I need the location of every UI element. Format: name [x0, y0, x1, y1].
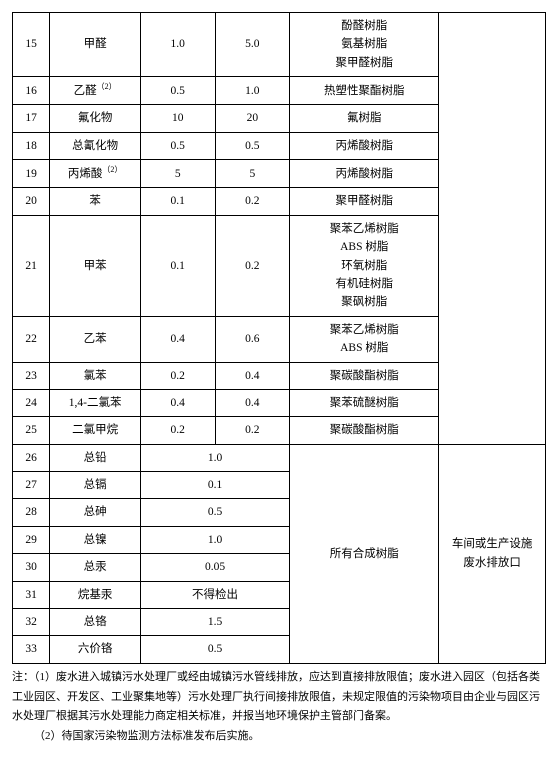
limit-indirect: 0.6	[215, 316, 290, 362]
product-cell: 丙烯酸树脂	[290, 132, 439, 159]
row-number: 25	[13, 417, 50, 444]
pollutant-name: 总镉	[50, 472, 141, 499]
row-number: 20	[13, 188, 50, 215]
pollutant-name: 苯	[50, 188, 141, 215]
row-number: 16	[13, 77, 50, 105]
row-number: 24	[13, 389, 50, 416]
pollutant-name: 烷基汞	[50, 581, 141, 608]
limit-direct: 10	[140, 105, 215, 132]
pollutant-name: 氟化物	[50, 105, 141, 132]
limit-direct: 0.5	[140, 132, 215, 159]
product-cell: 聚苯乙烯树脂ABS 树脂环氧树脂有机硅树脂聚砜树脂	[290, 215, 439, 316]
limit-direct: 0.5	[140, 77, 215, 105]
pollutant-name: 甲苯	[50, 215, 141, 316]
limit-indirect: 0.4	[215, 362, 290, 389]
row-number: 31	[13, 581, 50, 608]
limit-merged: 0.05	[140, 554, 289, 581]
product-cell: 酚醛树脂氨基树脂聚甲醛树脂	[290, 13, 439, 77]
limit-direct: 5	[140, 160, 215, 188]
row-number: 18	[13, 132, 50, 159]
row-number: 32	[13, 609, 50, 636]
product-cell: 热塑性聚酯树脂	[290, 77, 439, 105]
limit-direct: 0.1	[140, 188, 215, 215]
row-number: 29	[13, 526, 50, 553]
pollutant-name: 总镍	[50, 526, 141, 553]
product-cell: 聚苯硫醚树脂	[290, 389, 439, 416]
limit-indirect: 0.2	[215, 188, 290, 215]
pollutant-name: 乙苯	[50, 316, 141, 362]
limit-merged: 0.5	[140, 636, 289, 663]
row-number: 15	[13, 13, 50, 77]
limit-indirect: 1.0	[215, 77, 290, 105]
limit-direct: 0.2	[140, 362, 215, 389]
limit-merged: 0.5	[140, 499, 289, 526]
row-number: 22	[13, 316, 50, 362]
emission-limits-table: 15甲醛1.05.0酚醛树脂氨基树脂聚甲醛树脂16乙醛（2）0.51.0热塑性聚…	[12, 12, 546, 664]
limit-indirect: 0.4	[215, 389, 290, 416]
limit-indirect: 0.2	[215, 215, 290, 316]
note-1: 注：（1）废水进入城镇污水处理厂或经由城镇污水管线排放，应达到直接排放限值；废水…	[12, 668, 546, 727]
limit-indirect: 0.2	[215, 417, 290, 444]
product-cell: 聚碳酸酯树脂	[290, 417, 439, 444]
pollutant-name: 丙烯酸（2）	[50, 160, 141, 188]
product-cell: 聚甲醛树脂	[290, 188, 439, 215]
limit-indirect: 0.5	[215, 132, 290, 159]
row-number: 30	[13, 554, 50, 581]
location-cell-upper	[439, 13, 546, 445]
pollutant-name: 六价铬	[50, 636, 141, 663]
row-number: 19	[13, 160, 50, 188]
limit-merged: 1.0	[140, 526, 289, 553]
limit-merged: 1.5	[140, 609, 289, 636]
pollutant-name: 二氯甲烷	[50, 417, 141, 444]
row-number: 26	[13, 444, 50, 471]
product-cell: 聚苯乙烯树脂ABS 树脂	[290, 316, 439, 362]
pollutant-name: 总汞	[50, 554, 141, 581]
pollutant-name: 总砷	[50, 499, 141, 526]
limit-direct: 1.0	[140, 13, 215, 77]
row-number: 21	[13, 215, 50, 316]
limit-direct: 0.4	[140, 316, 215, 362]
row-number: 17	[13, 105, 50, 132]
note-2: （2）待国家污染物监测方法标准发布后实施。	[12, 727, 546, 747]
row-number: 27	[13, 472, 50, 499]
pollutant-name: 乙醛（2）	[50, 77, 141, 105]
pollutant-name: 氯苯	[50, 362, 141, 389]
limit-merged: 1.0	[140, 444, 289, 471]
location-cell-merged: 车间或生产设施废水排放口	[439, 444, 546, 663]
limit-indirect: 5.0	[215, 13, 290, 77]
pollutant-name: 1,4-二氯苯	[50, 389, 141, 416]
product-cell: 聚碳酸酯树脂	[290, 362, 439, 389]
limit-direct: 0.4	[140, 389, 215, 416]
row-number: 28	[13, 499, 50, 526]
limit-indirect: 20	[215, 105, 290, 132]
limit-indirect: 5	[215, 160, 290, 188]
product-cell-merged: 所有合成树脂	[290, 444, 439, 663]
pollutant-name: 甲醛	[50, 13, 141, 77]
limit-direct: 0.2	[140, 417, 215, 444]
row-number: 23	[13, 362, 50, 389]
pollutant-name: 总铅	[50, 444, 141, 471]
limit-direct: 0.1	[140, 215, 215, 316]
limit-merged: 不得检出	[140, 581, 289, 608]
pollutant-name: 总氰化物	[50, 132, 141, 159]
limit-merged: 0.1	[140, 472, 289, 499]
product-cell: 氟树脂	[290, 105, 439, 132]
pollutant-name: 总铬	[50, 609, 141, 636]
product-cell: 丙烯酸树脂	[290, 160, 439, 188]
table-notes: 注：（1）废水进入城镇污水处理厂或经由城镇污水管线排放，应达到直接排放限值；废水…	[12, 668, 546, 747]
row-number: 33	[13, 636, 50, 663]
